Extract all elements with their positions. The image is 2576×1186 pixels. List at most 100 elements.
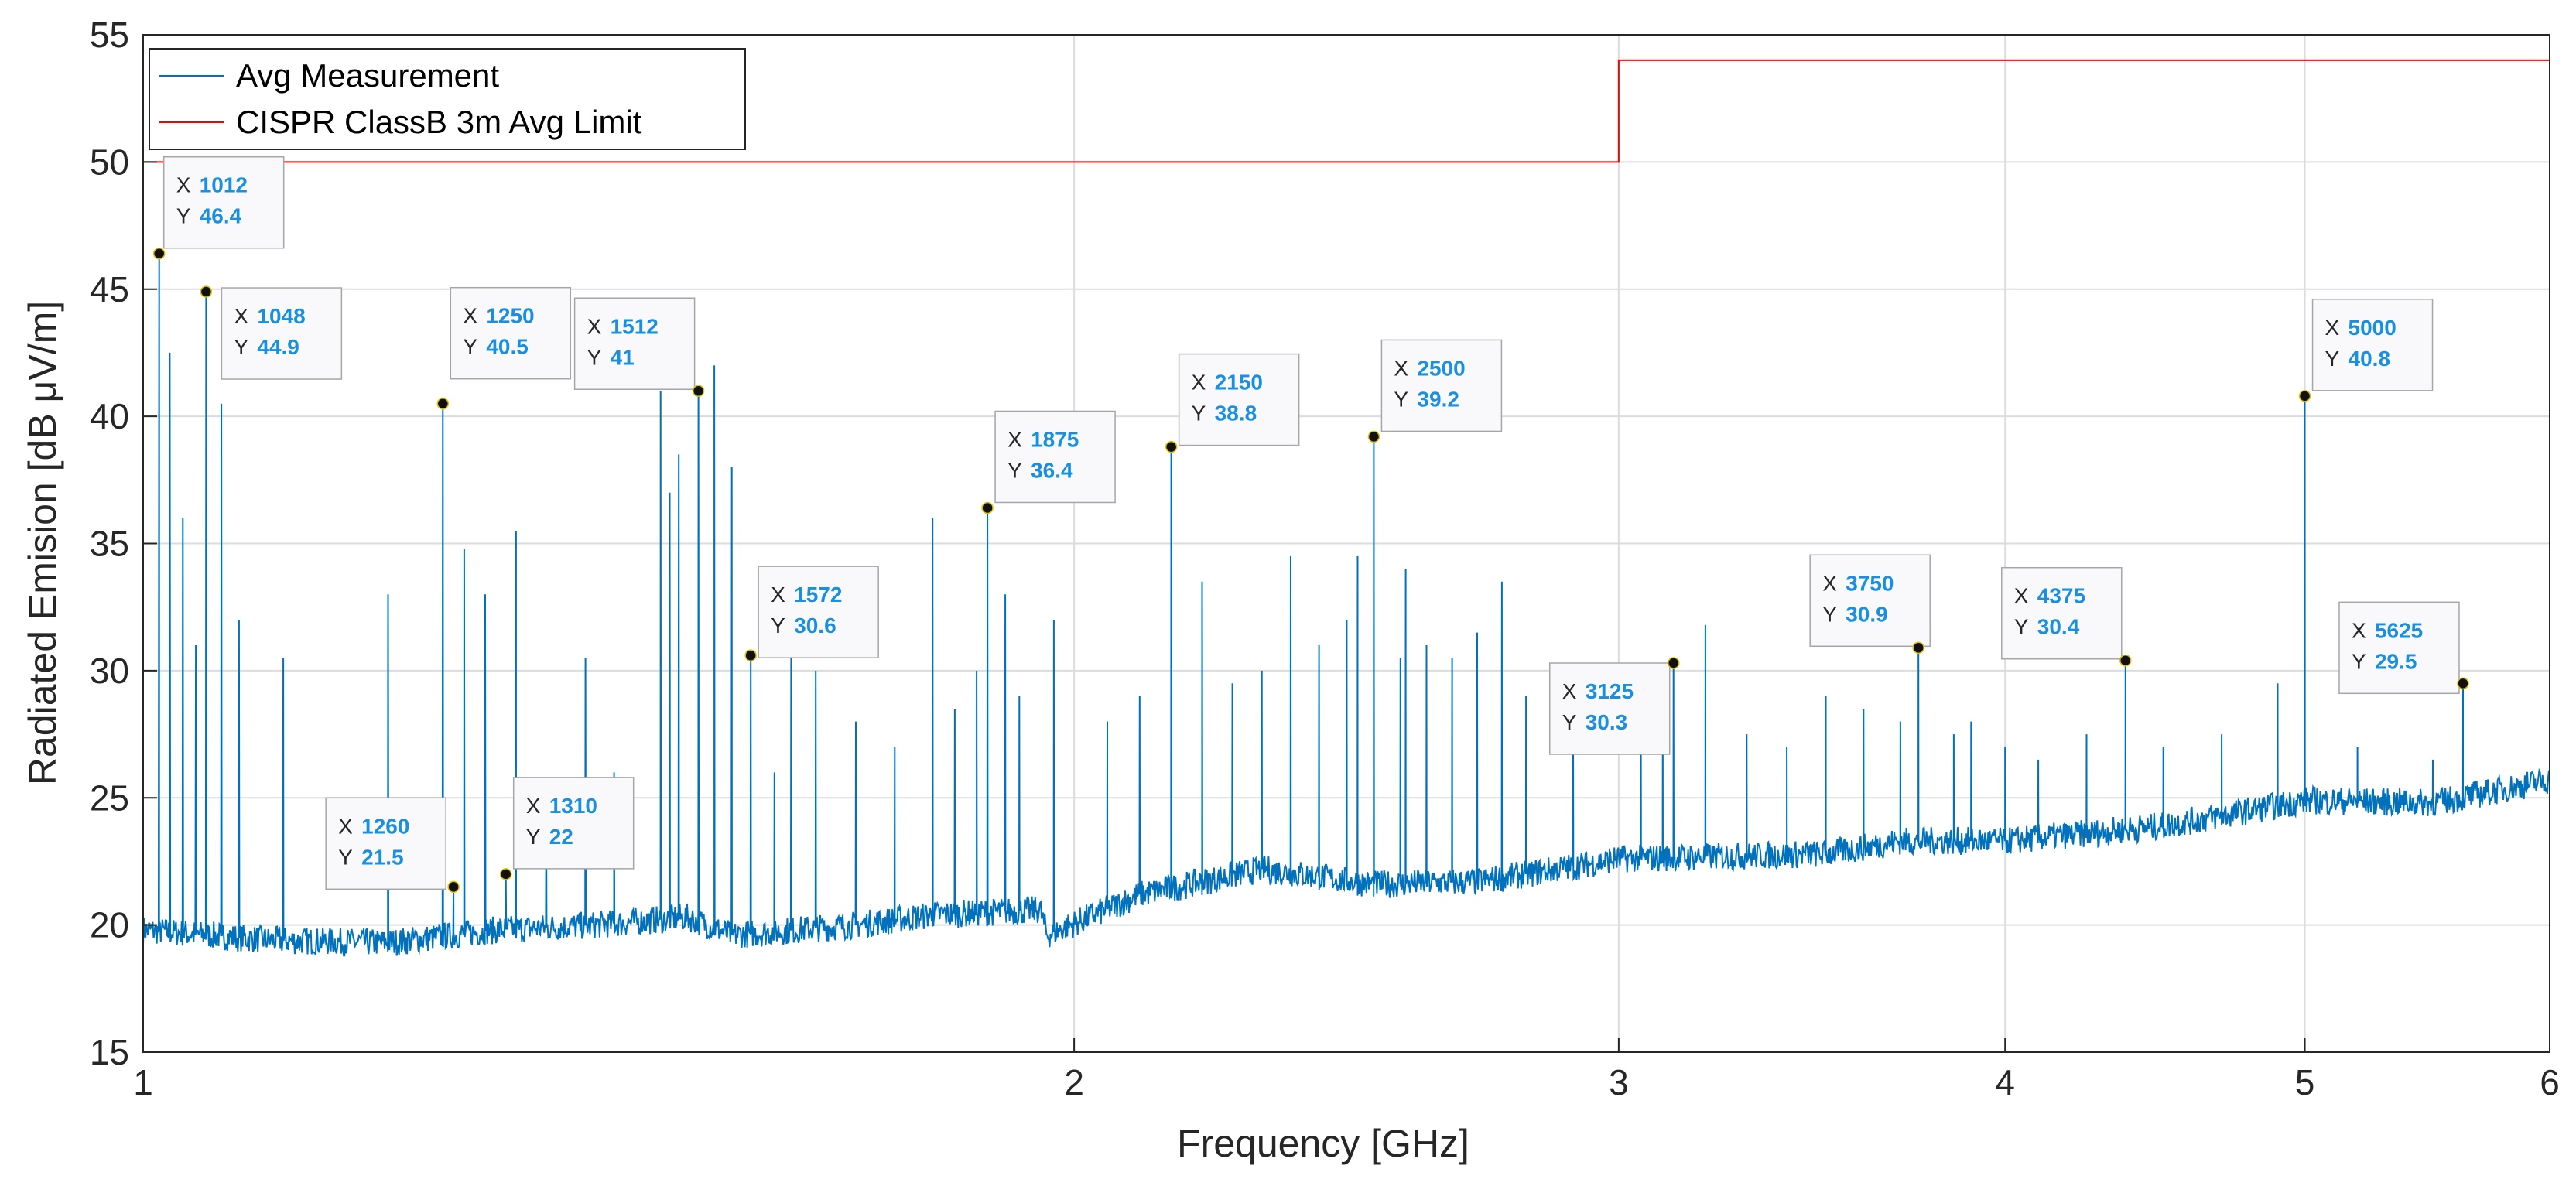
- datatip-y-value: 22: [549, 825, 573, 849]
- datatip-y-key: Y: [338, 845, 353, 869]
- datatip: X 4375 Y 30.4: [2001, 566, 2132, 667]
- datatip-box: [1548, 662, 1671, 755]
- datatip-x-value: 2150: [1215, 371, 1263, 395]
- datatip-x-key: X: [2352, 618, 2366, 642]
- datatip-y-key: Y: [2352, 649, 2366, 673]
- datatip-y-key: Y: [463, 335, 477, 359]
- cispr-limit-line: [143, 59, 2550, 163]
- datatip-x-value: 2500: [1417, 356, 1465, 380]
- x-tick-label: 2: [1064, 1062, 1084, 1102]
- datatip: X 2150 Y 38.8: [1165, 353, 1300, 453]
- datatip-y-key: Y: [1562, 710, 1577, 734]
- datatip-box: [1809, 554, 1931, 648]
- datatip-box: [1380, 339, 1503, 432]
- x-tick-label: 6: [2540, 1062, 2560, 1102]
- datatip: X 1875 Y 36.4: [981, 410, 1116, 514]
- datatip-marker: [744, 649, 757, 661]
- limit-series: [143, 59, 2550, 163]
- legend-label-limit: CISPR ClassB 3m Avg Limit: [236, 104, 642, 140]
- datatip-x-value: 1572: [794, 583, 842, 607]
- datatip-x-key: X: [587, 314, 602, 338]
- datatip-marker: [2457, 677, 2469, 690]
- legend-box: [149, 48, 746, 150]
- datatip-marker: [1367, 430, 1380, 443]
- datatip-y-value: 30.6: [794, 614, 836, 637]
- datatip-x-key: X: [338, 814, 353, 838]
- y-tick-label: 35: [90, 524, 129, 564]
- datatip-marker: [447, 880, 460, 894]
- datatip-y-value: 30.3: [1586, 710, 1628, 734]
- datatip-y-key: Y: [2325, 347, 2340, 371]
- datatip-box: [2001, 566, 2123, 660]
- datatip-x-value: 5000: [2349, 316, 2396, 340]
- datatip-x-key: X: [1822, 571, 1837, 595]
- datatip-x-value: 1250: [486, 304, 534, 328]
- datatip-x-value: 1012: [200, 173, 248, 197]
- datatip: X 1250 Y 40.5: [436, 286, 572, 410]
- datatip-marker: [981, 501, 994, 514]
- datatip: X 3750 Y 30.9: [1809, 554, 1931, 655]
- datatip-y-key: Y: [587, 345, 602, 369]
- datatip: X 3125 Y 30.3: [1548, 657, 1680, 755]
- datatip-box: [325, 797, 446, 890]
- y-tick-label: 45: [90, 269, 129, 309]
- datatip: X 1012 Y 46.4: [152, 156, 285, 260]
- datatip-box: [2311, 299, 2434, 391]
- datatip-x-value: 3750: [1846, 571, 1894, 595]
- datatip-y-value: 30.9: [1846, 602, 1888, 626]
- x-tick-label: 3: [1609, 1062, 1629, 1102]
- datatip-x-value: 1875: [1031, 427, 1079, 451]
- datatip-y-key: Y: [2014, 615, 2029, 639]
- y-axis-title: Radiated Emision [dB μV/m]: [21, 301, 64, 785]
- datatip-x-key: X: [463, 304, 477, 328]
- datatip-marker: [1667, 657, 1680, 669]
- datatip-y-key: Y: [1007, 458, 1022, 482]
- y-tick-label: 20: [90, 905, 129, 945]
- datatip-y-key: Y: [176, 204, 191, 228]
- datatip-box: [2338, 601, 2460, 695]
- datatip-marker: [2298, 390, 2311, 402]
- datatip-y-value: 39.2: [1417, 387, 1459, 411]
- legend[interactable]: Avg Measurement CISPR ClassB 3m Avg Limi…: [149, 48, 746, 150]
- datatip-x-key: X: [1007, 427, 1022, 451]
- datatip: X 1310 Y 22: [499, 777, 635, 880]
- datatip: X 2500 Y 39.2: [1367, 339, 1503, 443]
- datatip: X 1260 Y 21.5: [325, 797, 460, 894]
- datatip-box: [994, 410, 1116, 504]
- datatip-x-value: 4375: [2037, 584, 2085, 608]
- datatip-y-key: Y: [771, 614, 785, 637]
- datatip: X 1048 Y 44.9: [200, 285, 343, 380]
- x-tick-label: 5: [2295, 1062, 2315, 1102]
- avg-measurement-line: [142, 253, 2550, 957]
- datatip-box: [162, 156, 285, 249]
- datatip-y-value: 41: [611, 345, 635, 369]
- datatip-x-value: 3125: [1586, 679, 1634, 703]
- datatip-y-value: 44.9: [257, 335, 299, 359]
- datatip-y-value: 29.5: [2375, 649, 2417, 673]
- datatip-y-key: Y: [526, 825, 541, 849]
- datatip-x-key: X: [1192, 371, 1206, 395]
- datatip-x-value: 5625: [2375, 618, 2423, 642]
- datatip-x-key: X: [2325, 316, 2340, 340]
- datatip-y-key: Y: [1822, 602, 1837, 626]
- datatip-marker: [152, 247, 166, 260]
- legend-label-measurement: Avg Measurement: [236, 57, 499, 94]
- datatip-x-key: X: [1394, 356, 1408, 380]
- datatip-x-value: 1260: [361, 814, 409, 838]
- datatip-box: [758, 566, 879, 658]
- avg-measurement-series: [142, 253, 2550, 957]
- datatip-marker: [1912, 641, 1924, 655]
- datatip-x-key: X: [1562, 679, 1577, 703]
- datatip-x-key: X: [2014, 584, 2029, 608]
- datatip-y-key: Y: [234, 335, 248, 359]
- y-tick-label: 15: [90, 1032, 129, 1072]
- datatip-box: [221, 287, 343, 380]
- datatip-y-value: 21.5: [361, 845, 404, 869]
- datatip-y-key: Y: [1192, 402, 1206, 426]
- datatip-y-value: 40.8: [2349, 347, 2391, 371]
- datatip-box: [573, 297, 696, 390]
- datatip-y-value: 30.4: [2037, 615, 2080, 639]
- datatip-y-value: 36.4: [1031, 458, 1073, 482]
